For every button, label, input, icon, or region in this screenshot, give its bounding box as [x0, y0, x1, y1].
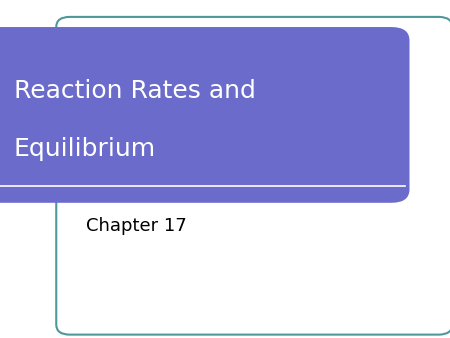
Text: Equilibrium: Equilibrium	[14, 137, 156, 161]
Text: Reaction Rates and: Reaction Rates and	[14, 79, 256, 103]
FancyBboxPatch shape	[0, 27, 410, 203]
Text: Chapter 17: Chapter 17	[86, 217, 186, 236]
FancyBboxPatch shape	[56, 17, 450, 335]
